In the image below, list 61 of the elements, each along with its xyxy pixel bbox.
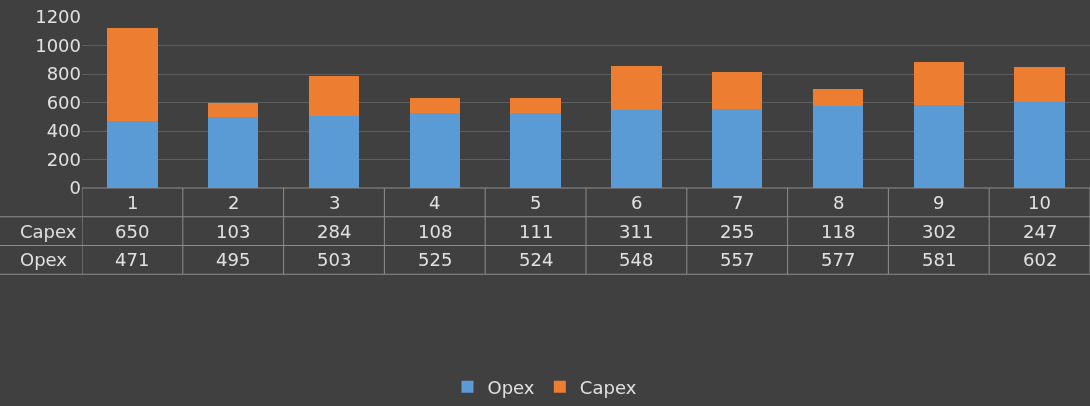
- bar: [208, 117, 259, 188]
- legend-label: Opex: [487, 376, 535, 398]
- bar: [107, 120, 158, 188]
- bar: [812, 105, 864, 188]
- bar: [712, 72, 763, 109]
- bar: [812, 88, 864, 106]
- data-label: 577: [821, 249, 856, 270]
- data-label: 548: [619, 249, 654, 270]
- x-tick-label: 5: [530, 192, 542, 213]
- bar: [611, 65, 662, 110]
- x-tick-label: 3: [329, 192, 341, 213]
- data-label: 503: [317, 249, 352, 270]
- data-label: 108: [418, 221, 453, 242]
- x-tick-label: 6: [631, 192, 643, 213]
- x-tick-label: 8: [833, 192, 845, 213]
- legend-label: Capex: [579, 376, 637, 398]
- y-tick-label: 0: [69, 177, 81, 199]
- data-label: 311: [619, 221, 654, 242]
- bar: [913, 105, 964, 188]
- data-label: 247: [1023, 221, 1058, 242]
- bar: [611, 109, 662, 188]
- bar: [1014, 67, 1065, 103]
- bar: [712, 108, 763, 188]
- data-label: 495: [216, 249, 251, 270]
- x-tick-label: 9: [933, 192, 945, 213]
- data-label: 118: [821, 221, 856, 242]
- data-label: 602: [1023, 249, 1058, 270]
- x-tick-label: 7: [732, 192, 744, 213]
- x-tick-label: 4: [429, 192, 441, 213]
- y-tick-label: 1000: [35, 34, 81, 56]
- bar: [913, 62, 964, 106]
- bar: [510, 97, 561, 114]
- y-tick-label: 600: [46, 91, 81, 113]
- bar: [208, 102, 259, 118]
- bar: [409, 113, 460, 188]
- x-tick-label: 2: [228, 192, 240, 213]
- y-tick-label: 400: [46, 120, 81, 142]
- y-tick-label: 200: [46, 148, 81, 170]
- data-label: 103: [216, 221, 251, 242]
- x-tick-label: 10: [1028, 192, 1051, 213]
- data-label: 471: [115, 249, 150, 270]
- y-tick-label: 800: [46, 63, 81, 85]
- text: Capex: [20, 221, 77, 242]
- bar: [107, 28, 158, 121]
- text: Opex: [20, 249, 68, 270]
- data-label: 302: [922, 221, 957, 242]
- data-label: 581: [922, 249, 957, 270]
- bar: [308, 116, 360, 188]
- data-label: 525: [418, 249, 453, 270]
- data-label: 255: [720, 221, 755, 242]
- data-label: 650: [115, 221, 150, 242]
- bar: [409, 97, 460, 114]
- bar: [1014, 102, 1065, 188]
- data-label: 557: [720, 249, 755, 270]
- data-label: 284: [317, 221, 352, 242]
- y-tick-label: 1200: [35, 6, 81, 28]
- bar: [308, 75, 360, 117]
- data-label: 524: [519, 249, 554, 270]
- x-tick-label: 1: [127, 192, 139, 213]
- data-label: 111: [519, 221, 554, 242]
- bar: [510, 113, 561, 188]
